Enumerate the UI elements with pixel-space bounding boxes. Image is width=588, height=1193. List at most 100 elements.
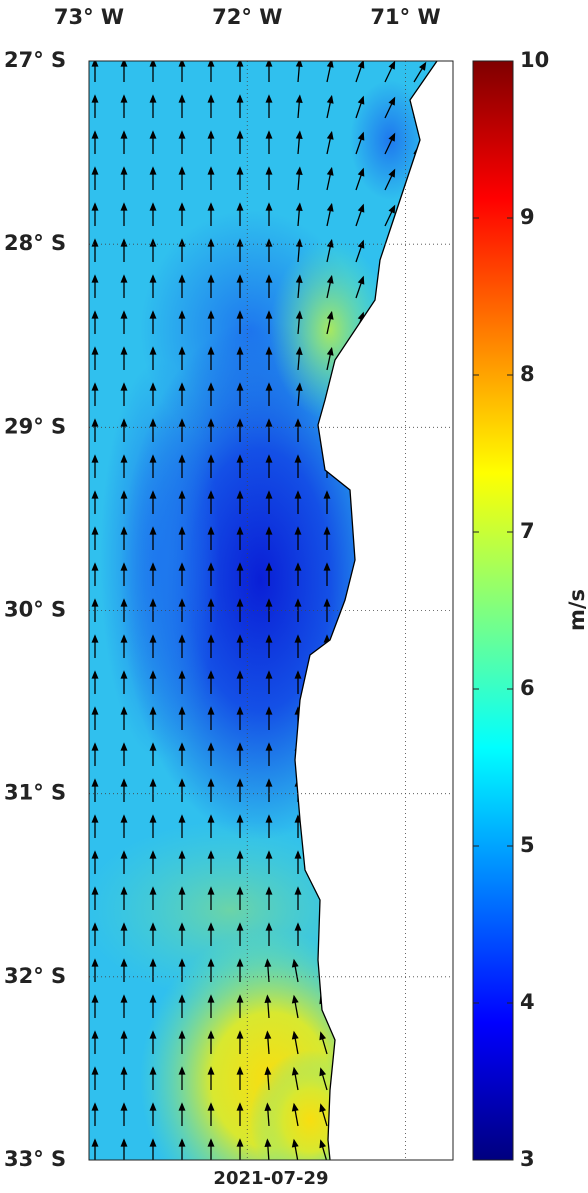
wind-arrow [384, 61, 396, 83]
arrow-head [265, 310, 273, 319]
arrow-head [236, 1138, 244, 1147]
wind-arrow [207, 994, 215, 1018]
wind-arrow [120, 1066, 128, 1090]
arrow-head [178, 1138, 186, 1147]
wind-arrow [236, 418, 244, 442]
arrow-head [178, 418, 186, 427]
wind-arrow [295, 346, 303, 371]
arrow-head [149, 310, 157, 319]
wind-arrow [294, 886, 302, 910]
wind-arrow [120, 382, 128, 406]
arrow-shaft [347, 1069, 357, 1091]
lon-tick-label: 72° W [212, 5, 282, 29]
wind-arrow [291, 958, 299, 983]
arrow-head [381, 670, 389, 679]
arrow-head [178, 598, 186, 607]
arrow-head [236, 274, 244, 283]
wind-arrow [294, 526, 302, 550]
wind-arrow [326, 94, 334, 119]
wind-arrow [326, 274, 334, 299]
wind-arrow [401, 1141, 415, 1160]
arrow-head [357, 347, 365, 357]
arrow-head [149, 346, 157, 355]
arrow-head [295, 94, 303, 103]
arrow-head [207, 850, 215, 859]
arrow-head [381, 850, 389, 859]
arrow-head [352, 454, 360, 463]
arrow-head [236, 706, 244, 715]
wind-arrow [264, 1138, 272, 1160]
arrow-head [149, 94, 157, 103]
wind-arrow [381, 778, 389, 802]
lat-tick-label: 27° S [4, 48, 66, 72]
wind-arrow [413, 241, 427, 263]
wind-arrow [91, 418, 99, 442]
arrow-shaft [413, 314, 426, 335]
arrow-head [291, 994, 299, 1004]
arrow-head [207, 310, 215, 319]
arrow-head [91, 814, 99, 823]
wind-arrow [265, 706, 273, 730]
arrow-head [178, 490, 186, 499]
arrow-head [120, 454, 128, 463]
wind-arrow [178, 61, 186, 82]
wind-arrow [178, 634, 186, 658]
wind-arrow [120, 1138, 128, 1160]
arrow-head [149, 238, 157, 247]
wind-arrow [120, 94, 128, 118]
arrow-head [178, 778, 186, 787]
wind-arrow [178, 382, 186, 406]
wind-arrow [207, 1138, 215, 1160]
arrow-head [207, 526, 215, 535]
arrow-head [294, 598, 302, 607]
wind-arrow [347, 1140, 357, 1160]
arrow-head [207, 742, 215, 751]
wind-arrow [319, 1031, 328, 1055]
wind-arrow [265, 526, 273, 550]
wind-arrow [120, 994, 128, 1018]
arrow-head [388, 61, 396, 70]
arrow-head [323, 850, 331, 859]
wind-arrow [381, 562, 389, 586]
wind-arrow [120, 490, 128, 514]
arrow-head [178, 886, 186, 895]
arrow-head [410, 814, 418, 823]
wind-arrow [178, 742, 186, 766]
wind-arrow [410, 526, 418, 550]
wind-arrow [294, 634, 302, 658]
wind-arrow [381, 418, 389, 442]
arrow-head [120, 61, 128, 67]
wind-arrow [120, 814, 128, 838]
wind-arrow [294, 670, 302, 694]
arrow-head [91, 670, 99, 679]
arrow-head [347, 1068, 354, 1078]
arrow-head [352, 814, 360, 823]
colorbar-tick-label: 8 [520, 362, 535, 386]
wind-arrow [178, 166, 186, 190]
arrow-head [410, 742, 418, 751]
arrow-head [149, 850, 157, 859]
wind-arrow [149, 61, 157, 82]
colorbar-tick-label: 5 [520, 833, 535, 857]
arrow-head [388, 312, 396, 322]
arrow-head [357, 167, 365, 177]
wind-arrow [295, 238, 303, 263]
wind-arrow [374, 1032, 386, 1055]
wind-arrow [178, 454, 186, 478]
wind-arrow [347, 1032, 357, 1055]
arrow-head [410, 562, 418, 571]
arrow-head [120, 202, 128, 211]
wind-arrow [149, 1102, 157, 1126]
wind-arrow [355, 167, 365, 191]
wind-arrow [323, 886, 331, 910]
arrow-head [207, 1102, 215, 1111]
arrow-head [91, 202, 99, 211]
arrow-head [120, 1102, 128, 1111]
arrow-head [149, 1030, 157, 1039]
arrow-head [291, 958, 299, 968]
arrow-shaft [384, 349, 396, 371]
arrow-head [178, 454, 186, 463]
wind-arrow [352, 922, 360, 946]
arrow-head [326, 346, 334, 356]
arrow-head [178, 166, 186, 175]
